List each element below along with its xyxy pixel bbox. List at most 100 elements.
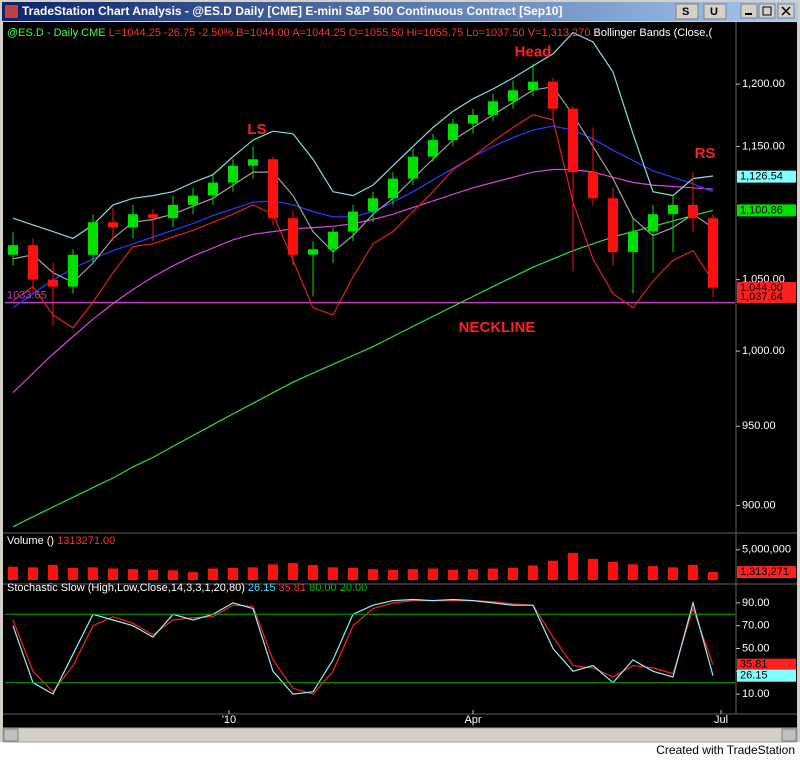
value-box [737,204,796,217]
y-tick-label: 50.00 [742,642,770,654]
value-box [737,566,796,579]
indicator-line [12,600,714,695]
candle-body [488,101,498,115]
volume-bar [708,572,718,580]
volume-bar [688,564,698,580]
minimize-button[interactable] [740,3,758,19]
annotation: Head [515,44,552,61]
candle-body [168,204,178,219]
y-tick-label: 90.00 [742,597,770,609]
y-tick-label: 950.00 [742,420,776,432]
volume-bar [568,552,578,580]
header-item: Lo=1037.50 [466,27,524,39]
volume-bar [448,569,458,580]
header-item: Volume () [7,535,54,547]
s-button-label[interactable]: S [682,6,689,18]
volume-bar [388,569,398,580]
header-item: L=1044.25 [109,27,161,39]
scroll-right[interactable] [781,728,797,742]
x-tick-label: Apr [464,714,481,726]
header-item: 35.81 [279,582,307,594]
y-tick-label: 70.00 [742,620,770,632]
candle-body [688,204,698,219]
candle-body [8,245,18,255]
header-item: 80.00 [309,582,337,594]
volume-bar [608,561,618,580]
panel [12,598,714,695]
y-tick-label: 5,000,000 [742,544,791,556]
panel [8,552,718,580]
x-tick-label: '10 [222,714,236,726]
volume-bar [348,567,358,580]
volume-bar [408,569,418,580]
volume-bar [8,566,18,580]
panel-header: Stochastic Slow (High,Low,Close,14,3,3,1… [7,582,367,594]
candle-body [468,114,478,124]
y-tick-label: 1,200.00 [742,78,785,90]
candle-body [288,218,298,255]
x-tick-label: Jul [714,714,728,726]
header-item: Stochastic Slow (High,Low,Close,14,3,3,1… [7,582,245,594]
header-item: @ES.D - Daily [7,27,79,39]
candle-body [148,214,158,219]
header-item: 1313271.00 [57,535,115,547]
u-button-label[interactable]: U [710,6,718,18]
header-item: B=1044.00 [236,27,290,39]
u-button[interactable] [703,3,727,20]
annotation: LS [247,121,266,138]
volume-bar [88,567,98,580]
maximize-button[interactable] [758,3,776,19]
value-box-label: 1,100.86 [740,204,783,216]
volume-bar [668,567,678,580]
volume-bar [508,567,518,580]
title-bar [2,2,798,21]
y-tick-label: 10.00 [742,688,770,700]
indicator-line [12,114,714,329]
indicator-line [12,31,714,240]
header-item: O=1055.50 [349,27,404,39]
volume-bar [248,567,258,580]
volume-bar [28,567,38,580]
scroll-left[interactable] [3,728,19,742]
volume-bar [208,568,218,580]
panel-header: @ES.D - Daily CME L=1044.25 -26.75 -2.50… [7,27,712,39]
indicator-line [12,598,714,695]
volume-bar [328,567,338,580]
candle-body [248,159,258,166]
candle-body [648,214,658,232]
candle-body [208,182,218,196]
scrollbar[interactable] [2,727,798,743]
volume-bar [108,568,118,580]
panel-header: Volume () 1313271.00 [7,535,115,547]
header-item: 26.15 [248,582,276,594]
s-button[interactable] [675,3,699,20]
header-item: Hi=1055.75 [407,27,464,39]
volume-bar [488,568,498,580]
candle-body [628,231,638,253]
candle-body [608,198,618,253]
candle-body [708,218,718,288]
value-box [737,170,796,183]
footer: Created with TradeStation [656,743,795,757]
volume-bar [308,564,318,580]
volume-bar [368,569,378,580]
annotation: RS [695,145,716,162]
volume-bar [148,569,158,580]
header-item: -2.50% [198,27,233,39]
value-box [737,658,796,671]
volume-bar [168,570,178,580]
header-item: CME [81,27,105,39]
volume-bar [548,560,558,580]
candle-body [568,108,578,173]
header-item: -26.75 [164,27,195,39]
value-box-label: 1,126.54 [740,171,783,183]
indicator-line [12,125,714,309]
candle-body [328,231,338,250]
volume-bar [188,572,198,580]
header-item: V=1,313,270 [528,27,591,39]
value-box-label: 35.81 [740,659,768,671]
indicator-line [12,209,714,528]
volume-bar [428,568,438,580]
candle-body [428,140,438,157]
